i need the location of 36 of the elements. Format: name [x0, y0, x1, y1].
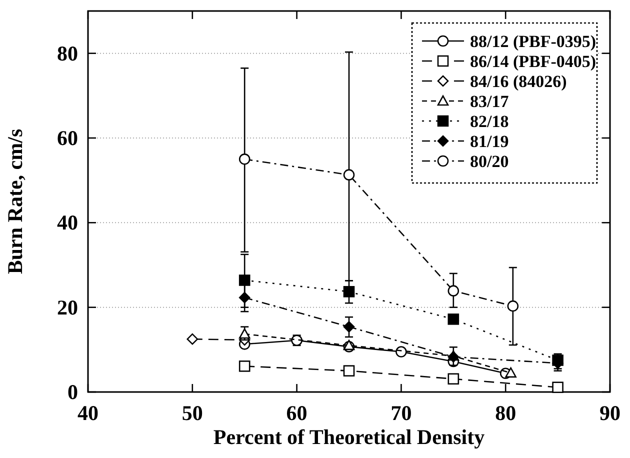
point — [552, 382, 564, 393]
point — [238, 154, 250, 165]
point — [238, 360, 250, 372]
x-tick-label: 60 — [286, 401, 308, 425]
point — [448, 314, 460, 325]
point — [343, 286, 355, 298]
legend-label: 82/18 — [470, 112, 509, 131]
legend-label: 88/12 (PBF-0395) — [470, 32, 596, 51]
x-tick-label: 90 — [600, 401, 620, 425]
y-tick-label: 0 — [68, 380, 78, 404]
y-tick-label: 20 — [57, 295, 78, 320]
point — [238, 274, 250, 286]
x-tick-label: 50 — [182, 401, 203, 425]
x-axis-title: Percent of Theoretical Density — [213, 425, 486, 449]
point — [507, 300, 519, 312]
y-tick-label: 60 — [57, 126, 78, 150]
point — [186, 333, 198, 345]
legend-label: 86/14 (PBF-0405) — [470, 52, 596, 71]
legend-label: 80/20 — [470, 152, 509, 171]
legend-label: 81/19 — [470, 132, 509, 151]
x-tick-label: 80 — [495, 401, 516, 425]
point — [396, 346, 407, 358]
legend-label: 83/17 — [470, 92, 510, 111]
point — [238, 292, 250, 304]
legend-label: 84/16 (84026) — [470, 72, 567, 91]
y-axis-title: Burn Rate, cm/s — [3, 128, 27, 274]
y-tick-label: 40 — [57, 210, 78, 235]
point — [505, 367, 516, 378]
x-tick-label: 70 — [390, 401, 412, 425]
point — [343, 321, 355, 332]
point — [448, 373, 460, 385]
x-tick-label: 40 — [78, 401, 98, 425]
y-tick-label: 80 — [57, 41, 78, 66]
point — [448, 285, 460, 296]
point — [343, 365, 355, 376]
point — [343, 169, 355, 180]
